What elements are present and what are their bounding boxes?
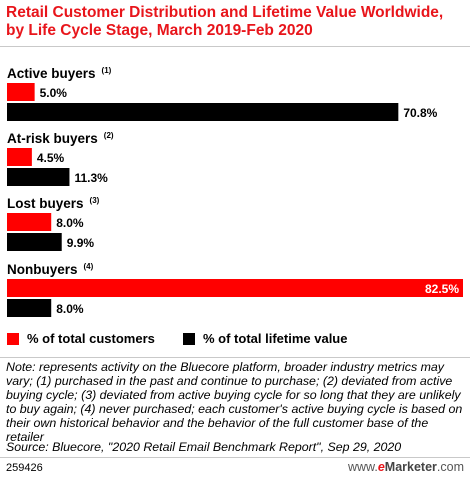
bar-nonbuyers-series-2 [7,299,52,317]
brand-prefix: www. [347,460,378,474]
bar-active-buyers-series-1 [7,83,35,101]
category-label-at-risk-buyers: At-risk buyers [7,131,98,146]
category-label-nonbuyers: Nonbuyers [7,262,78,277]
chart-note: Note: represents activity on the Bluecor… [6,360,463,444]
data-label-lost-buyers-series-2: 9.9% [67,236,95,250]
data-label-nonbuyers-series-2: 8.0% [56,302,84,316]
data-label-nonbuyers-series-1: 82.5% [425,282,459,296]
brand-e: e [377,460,385,474]
chart-id: 259426 [6,462,43,474]
legend-label-lifetime: % of total lifetime value [203,331,348,346]
legend-swatch-customers [7,332,19,345]
legend-item-customers: % of total customers [7,331,155,346]
data-label-active-buyers-series-2: 70.8% [403,106,437,120]
data-label-active-buyers-series-1: 5.0% [40,86,68,100]
legend-swatch-lifetime [183,332,195,345]
chart-source: Source: Bluecore, "2020 Retail Email Ben… [6,440,402,454]
category-footnote-nonbuyers: (4) [84,262,94,271]
bar-active-buyers-series-2 [7,103,399,121]
bar-lost-buyers-series-1 [7,213,52,231]
category-label-active-buyers: Active buyers [7,66,96,81]
footer-divider [0,457,470,458]
bar-at-risk-buyers-series-1 [7,148,32,166]
data-label-at-risk-buyers-series-2: 11.3% [74,171,108,185]
brand-name: Marketer [384,460,437,474]
title-divider [0,46,470,47]
bar-chart: Active buyers (1) 5.0% 70.8% At-risk buyers (… [7,66,463,317]
legend-item-lifetime: % of total lifetime value [183,331,347,346]
brand-logo: www.eMarketer.com [348,460,464,474]
legend-label-customers: % of total customers [27,331,155,346]
category-footnote-at-risk-buyers: (2) [104,131,114,140]
bar-lost-buyers-series-2 [7,233,62,251]
brand-suffix: .com [436,460,464,474]
category-label-lost-buyers: Lost buyers [7,196,84,211]
bar-nonbuyers-series-1 [7,279,463,297]
category-footnote-lost-buyers: (3) [90,196,100,205]
data-label-at-risk-buyers-series-1: 4.5% [37,151,65,165]
bar-at-risk-buyers-series-2 [7,168,70,186]
note-divider [0,357,470,358]
data-label-lost-buyers-series-1: 8.0% [56,216,84,230]
chart-title: Retail Customer Distribution and Lifetim… [6,4,444,39]
category-footnote-active-buyers: (1) [102,66,112,75]
